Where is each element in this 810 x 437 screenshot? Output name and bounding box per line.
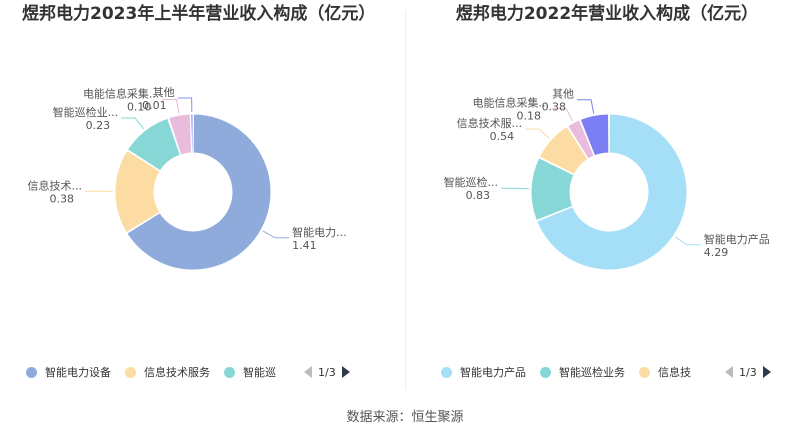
pie-slice-1[interactable] — [126, 113, 272, 271]
legend-label: 智能电力产品 — [460, 366, 526, 379]
chart-panel-2022: 煜邦电力2022年营业收入构成（亿元） 智能电力产品 4.29 智能巡检... 0.8… — [405, 0, 810, 400]
leader-line — [501, 187, 530, 190]
next-page-icon[interactable] — [762, 366, 771, 378]
slice-value-label: 0.01 — [142, 99, 167, 112]
legend-label: 信息技术服务 — [144, 366, 210, 379]
slice-value-label: 0.38 — [50, 192, 75, 205]
legend-item[interactable]: 智能电力产品 — [441, 364, 526, 380]
legend: 智能电力产品 智能巡检业务 信息技 1/3 — [441, 362, 771, 382]
legend-pager: 1/3 — [725, 366, 771, 379]
legend-dot — [26, 366, 37, 378]
donut-chart-2023h1: 智能电力...1.41 信息技术...0.38 智能巡检业...0.23 电能信息采集… — [28, 86, 347, 271]
next-page-icon[interactable] — [341, 366, 350, 378]
slice-value-label: 1.41 — [292, 239, 317, 252]
panel-divider — [405, 10, 406, 390]
leader-line — [262, 230, 290, 239]
pie-slice-3[interactable] — [126, 117, 181, 172]
slice-value-label: 0.83 — [466, 189, 491, 202]
pie-slice-2[interactable] — [530, 157, 575, 222]
chart-title: 煜邦电力2022年营业收入构成（亿元） — [455, 4, 759, 24]
slice-label: 信息技术... — [28, 178, 83, 192]
pie-slice-2[interactable] — [114, 149, 161, 234]
leader-line — [162, 98, 180, 114]
pie-slice-5[interactable] — [579, 113, 610, 157]
legend-dot — [540, 366, 551, 378]
legend-item[interactable]: 信息技术服务 — [125, 364, 210, 380]
slice-label: 信息技术服... — [457, 116, 523, 130]
pie-slice-5[interactable] — [190, 113, 194, 154]
leader-line — [525, 128, 550, 139]
leader-line — [121, 117, 145, 130]
legend-pager: 1/3 — [304, 366, 350, 379]
legend-dot — [224, 366, 235, 378]
leader-line — [552, 107, 573, 122]
pie-slice-1[interactable] — [536, 113, 688, 271]
legend-items: 智能电力产品 智能巡检业务 信息技 — [441, 364, 717, 380]
legend-label: 智能电力设备 — [45, 366, 111, 379]
slice-label: 电能信息采集... — [473, 95, 550, 109]
legend-items: 智能电力设备 信息技术服务 智能巡 — [26, 364, 296, 380]
legend-item[interactable]: 信息技 — [639, 364, 691, 380]
legend-label: 信息技 — [658, 366, 691, 379]
slice-value-label: 0.54 — [490, 130, 515, 143]
leader-line — [177, 97, 193, 113]
data-source-note: 数据来源：恒生聚源 — [346, 410, 464, 425]
slice-label: 智能巡检业... — [53, 105, 119, 119]
slice-label: 其他 — [153, 86, 175, 99]
chart-panel-2023h1: 煜邦电力2023年上半年营业收入构成（亿元） 智能电力... 1.41 信息技术..… — [0, 0, 405, 400]
legend-label: 智能巡 — [243, 366, 276, 379]
legend-page-indicator: 1/3 — [739, 365, 757, 379]
pie-slice-3[interactable] — [538, 125, 589, 176]
slice-label: 智能电力... — [292, 225, 347, 239]
prev-page-icon[interactable] — [304, 366, 312, 378]
slice-value-label: 0.18 — [517, 109, 542, 122]
slice-value-label: 0.38 — [542, 101, 567, 114]
slice-value-label: 0.10 — [127, 100, 152, 113]
legend-item[interactable]: 智能巡 — [224, 364, 276, 380]
slice-value-label: 0.23 — [86, 119, 111, 132]
slice-value-label: 4.29 — [704, 246, 729, 259]
legend-item[interactable]: 智能电力设备 — [26, 364, 111, 380]
legend-dot — [639, 366, 650, 378]
leader-line — [674, 236, 701, 246]
chart-title: 煜邦电力2023年上半年营业收入构成（亿元） — [22, 4, 376, 24]
leader-line — [577, 99, 595, 114]
legend: 智能电力设备 信息技术服务 智能巡 1/3 — [26, 362, 350, 382]
slice-label: 其他 — [552, 88, 574, 101]
legend-dot — [441, 366, 452, 378]
legend-item[interactable]: 智能巡检业务 — [540, 364, 625, 380]
slice-label: 智能电力产品 — [704, 232, 770, 246]
slice-label: 电能信息采集... — [83, 86, 160, 100]
legend-page-indicator: 1/3 — [318, 365, 336, 379]
slice-label: 智能巡检... — [444, 175, 499, 189]
legend-dot — [125, 366, 136, 378]
prev-page-icon[interactable] — [725, 366, 733, 378]
legend-label: 智能巡检业务 — [559, 366, 625, 379]
